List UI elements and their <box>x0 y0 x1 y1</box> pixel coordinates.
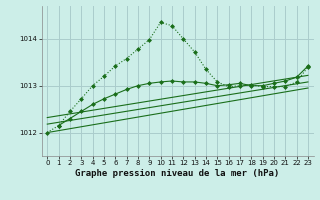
X-axis label: Graphe pression niveau de la mer (hPa): Graphe pression niveau de la mer (hPa) <box>76 169 280 178</box>
